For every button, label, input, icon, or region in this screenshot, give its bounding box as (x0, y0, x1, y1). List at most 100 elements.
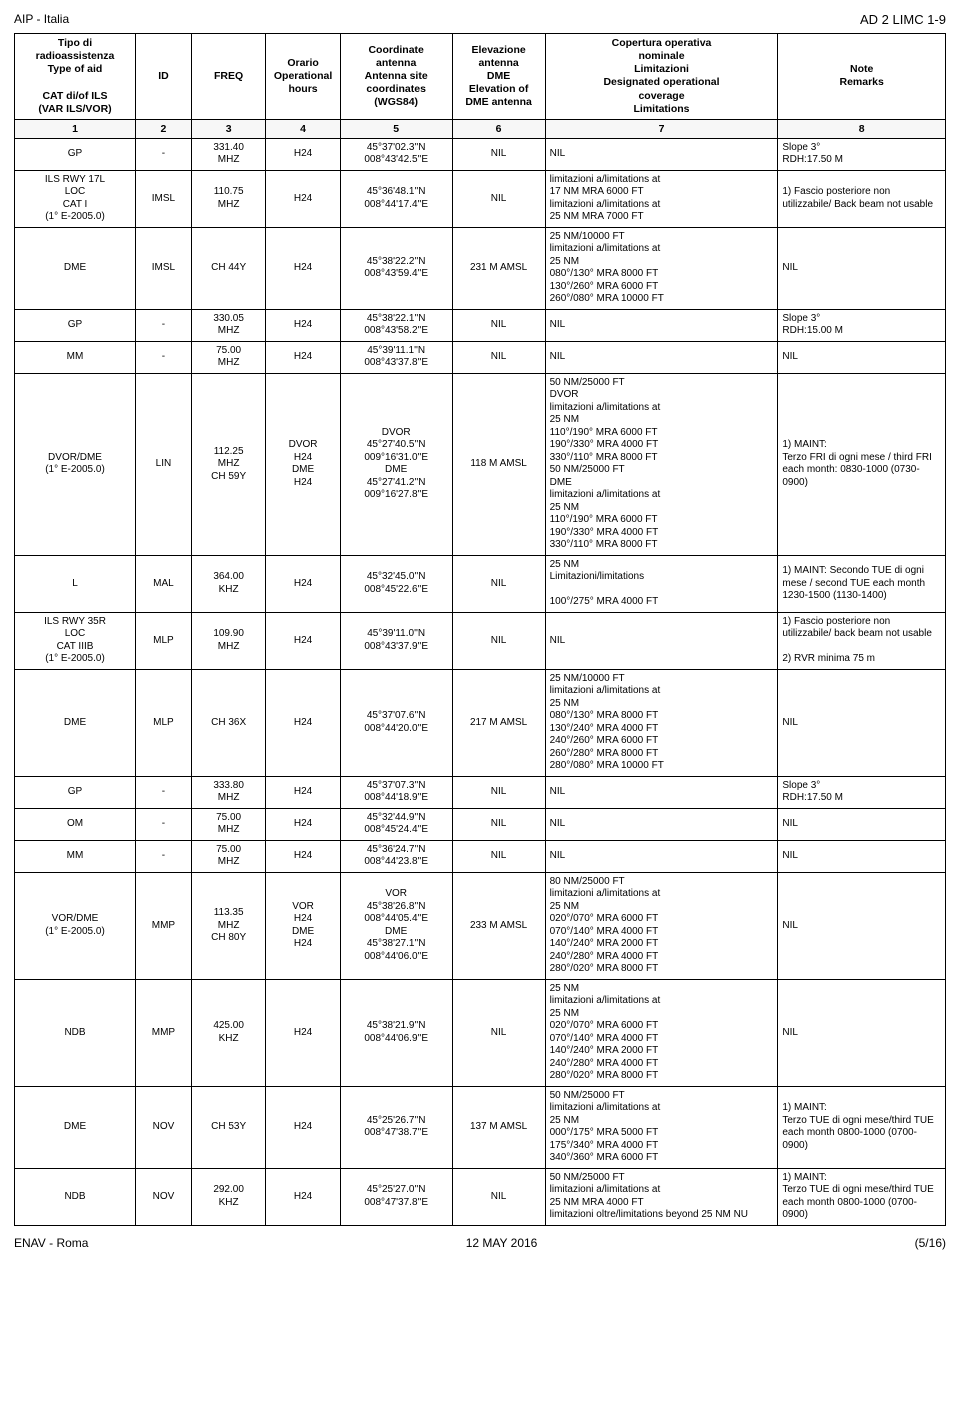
cell-coords: 45°32'45.0''N 008°45'22.6''E (340, 555, 452, 612)
cell-notes: NIL (778, 872, 946, 979)
cell-hours: DVOR H24 DME H24 (266, 373, 340, 555)
cell-id: NOV (136, 1086, 192, 1168)
cell-type: DME (15, 669, 136, 776)
cell-id: MLP (136, 669, 192, 776)
col-elev: Elevazione antenna DME Elevation of DME … (452, 34, 545, 120)
table-row: GP-331.40 MHZH2445°37'02.3''N 008°43'42.… (15, 138, 946, 170)
cell-elev: NIL (452, 341, 545, 373)
cell-elev: 233 M AMSL (452, 872, 545, 979)
cell-limits: NIL (545, 341, 778, 373)
cell-limits: NIL (545, 808, 778, 840)
cell-type: NDB (15, 1168, 136, 1225)
col-hours: Orario Operational hours (266, 34, 340, 120)
cell-elev: NIL (452, 555, 545, 612)
cell-notes: Slope 3° RDH:15.00 M (778, 309, 946, 341)
table-row: MM-75.00 MHZH2445°39'11.1''N 008°43'37.8… (15, 341, 946, 373)
cell-hours: H24 (266, 1168, 340, 1225)
header-left: AIP - Italia (14, 12, 69, 27)
cell-type: DME (15, 227, 136, 309)
cell-hours: H24 (266, 612, 340, 669)
cell-type: NDB (15, 979, 136, 1086)
cell-notes: NIL (778, 840, 946, 872)
cell-limits: 25 NM/10000 FT limitazioni a/limitations… (545, 669, 778, 776)
cell-notes: NIL (778, 227, 946, 309)
cell-id: MMP (136, 872, 192, 979)
cell-elev: NIL (452, 776, 545, 808)
cell-id: LIN (136, 373, 192, 555)
cell-notes: NIL (778, 979, 946, 1086)
cell-hours: VOR H24 DME H24 (266, 872, 340, 979)
cell-notes: Slope 3° RDH:17.50 M (778, 776, 946, 808)
colnum-6: 6 (452, 119, 545, 138)
cell-freq: 331.40 MHZ (191, 138, 265, 170)
table-row: DMEMLPCH 36XH2445°37'07.6''N 008°44'20.0… (15, 669, 946, 776)
cell-hours: H24 (266, 840, 340, 872)
colnum-8: 8 (778, 119, 946, 138)
cell-freq: 292.00 KHZ (191, 1168, 265, 1225)
cell-notes: 1) MAINT: Terzo TUE di ogni mese/third T… (778, 1086, 946, 1168)
cell-coords: 45°39'11.1''N 008°43'37.8''E (340, 341, 452, 373)
cell-id: - (136, 341, 192, 373)
footer-center: 12 MAY 2016 (466, 1236, 538, 1250)
cell-coords: 45°32'44.9''N 008°45'24.4''E (340, 808, 452, 840)
cell-limits: NIL (545, 776, 778, 808)
table-row: DMEIMSLCH 44YH2445°38'22.2''N 008°43'59.… (15, 227, 946, 309)
cell-elev: NIL (452, 979, 545, 1086)
cell-id: - (136, 309, 192, 341)
cell-limits: NIL (545, 309, 778, 341)
cell-type: ILS RWY 35R LOC CAT IIIB (1° E-2005.0) (15, 612, 136, 669)
cell-coords: 45°25'26.7''N 008°47'38.7''E (340, 1086, 452, 1168)
cell-freq: CH 36X (191, 669, 265, 776)
table-row: GP-333.80 MHZH2445°37'07.3''N 008°44'18.… (15, 776, 946, 808)
cell-type: MM (15, 840, 136, 872)
page-footer: ENAV - Roma 12 MAY 2016 (5/16) (14, 1236, 946, 1250)
colnum-4: 4 (266, 119, 340, 138)
cell-limits: 50 NM/25000 FT limitazioni a/limitations… (545, 1168, 778, 1225)
colnum-2: 2 (136, 119, 192, 138)
cell-freq: 75.00 MHZ (191, 341, 265, 373)
cell-type: VOR/DME (1° E-2005.0) (15, 872, 136, 979)
cell-limits: NIL (545, 138, 778, 170)
cell-coords: 45°37'02.3''N 008°43'42.5''E (340, 138, 452, 170)
radio-aids-table: Tipo di radioassistenza Type of aid CAT … (14, 33, 946, 1226)
table-row: NDBMMP425.00 KHZH2445°38'21.9''N 008°44'… (15, 979, 946, 1086)
cell-type: GP (15, 309, 136, 341)
cell-freq: 109.90 MHZ (191, 612, 265, 669)
cell-type: L (15, 555, 136, 612)
cell-hours: H24 (266, 776, 340, 808)
cell-freq: 75.00 MHZ (191, 808, 265, 840)
cell-coords: 45°25'27.0''N 008°47'37.8''E (340, 1168, 452, 1225)
cell-elev: 137 M AMSL (452, 1086, 545, 1168)
cell-hours: H24 (266, 555, 340, 612)
cell-freq: 112.25 MHZ CH 59Y (191, 373, 265, 555)
header-right: AD 2 LIMC 1-9 (860, 12, 946, 27)
cell-notes: NIL (778, 341, 946, 373)
cell-elev: NIL (452, 612, 545, 669)
cell-limits: 50 NM/25000 FT DVOR limitazioni a/limita… (545, 373, 778, 555)
cell-id: IMSL (136, 170, 192, 227)
col-id: ID (136, 34, 192, 120)
table-row: ILS RWY 17L LOC CAT I (1° E-2005.0)IMSL1… (15, 170, 946, 227)
cell-freq: CH 44Y (191, 227, 265, 309)
cell-limits: limitazioni a/limitations at 17 NM MRA 6… (545, 170, 778, 227)
cell-notes: 1) Fascio posteriore non utilizzabile/ b… (778, 612, 946, 669)
page-header: AIP - Italia AD 2 LIMC 1-9 (14, 12, 946, 27)
cell-elev: NIL (452, 1168, 545, 1225)
cell-elev: NIL (452, 138, 545, 170)
cell-id: MMP (136, 979, 192, 1086)
table-row: MM-75.00 MHZH2445°36'24.7''N 008°44'23.8… (15, 840, 946, 872)
col-notes: Note Remarks (778, 34, 946, 120)
cell-type: GP (15, 776, 136, 808)
cell-hours: H24 (266, 170, 340, 227)
colnum-5: 5 (340, 119, 452, 138)
cell-coords: DVOR 45°27'40.5''N 009°16'31.0''E DME 45… (340, 373, 452, 555)
cell-hours: H24 (266, 341, 340, 373)
cell-hours: H24 (266, 808, 340, 840)
cell-notes: 1) MAINT: Terzo TUE di ogni mese/third T… (778, 1168, 946, 1225)
cell-freq: 364.00 KHZ (191, 555, 265, 612)
table-row: DMENOVCH 53YH2445°25'26.7''N 008°47'38.7… (15, 1086, 946, 1168)
cell-id: - (136, 840, 192, 872)
cell-freq: 333.80 MHZ (191, 776, 265, 808)
cell-type: DVOR/DME (1° E-2005.0) (15, 373, 136, 555)
cell-coords: 45°39'11.0''N 008°43'37.9''E (340, 612, 452, 669)
